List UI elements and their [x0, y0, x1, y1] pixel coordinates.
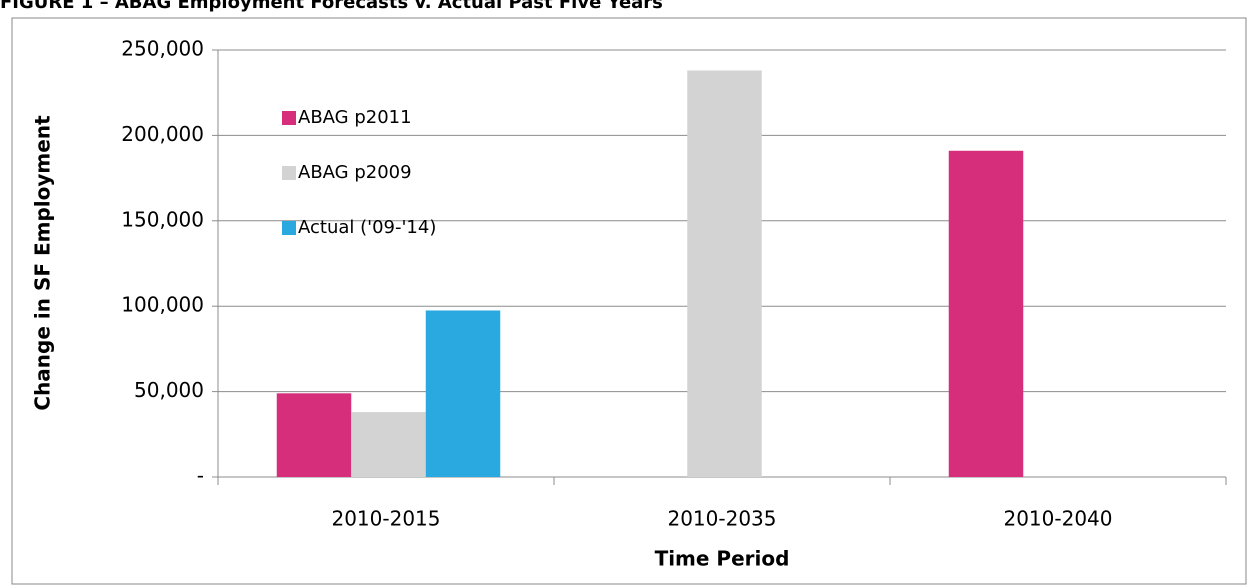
- y-tick-label: -: [197, 464, 204, 488]
- y-tick-label: 250,000: [121, 37, 204, 61]
- x-tick-label: 2010-2015: [331, 507, 440, 531]
- x-axis-title: Time Period: [655, 547, 790, 571]
- y-tick-label: 200,000: [121, 122, 204, 146]
- legend-label: ABAG p2011: [298, 107, 412, 128]
- y-axis-title: Change in SF Employment: [31, 115, 55, 411]
- x-tick-label: 2010-2040: [1003, 507, 1112, 531]
- bar: [948, 150, 1024, 477]
- legend-swatch: [282, 166, 296, 180]
- y-tick-label: 150,000: [121, 207, 204, 231]
- legend-swatch: [282, 221, 296, 235]
- y-tick-label: 50,000: [134, 378, 204, 402]
- bar: [276, 393, 352, 477]
- bar: [687, 70, 762, 477]
- bar: [351, 412, 426, 477]
- legend-label: ABAG p2009: [298, 162, 412, 183]
- x-tick-label: 2010-2035: [667, 507, 776, 531]
- bar: [425, 310, 501, 477]
- y-tick-label: 100,000: [121, 293, 204, 317]
- legend-label: Actual ('09-'14): [298, 217, 436, 238]
- chart-title: FIGURE 1 – ABAG Employment Forecasts v. …: [0, 0, 663, 13]
- legend-swatch: [282, 111, 296, 125]
